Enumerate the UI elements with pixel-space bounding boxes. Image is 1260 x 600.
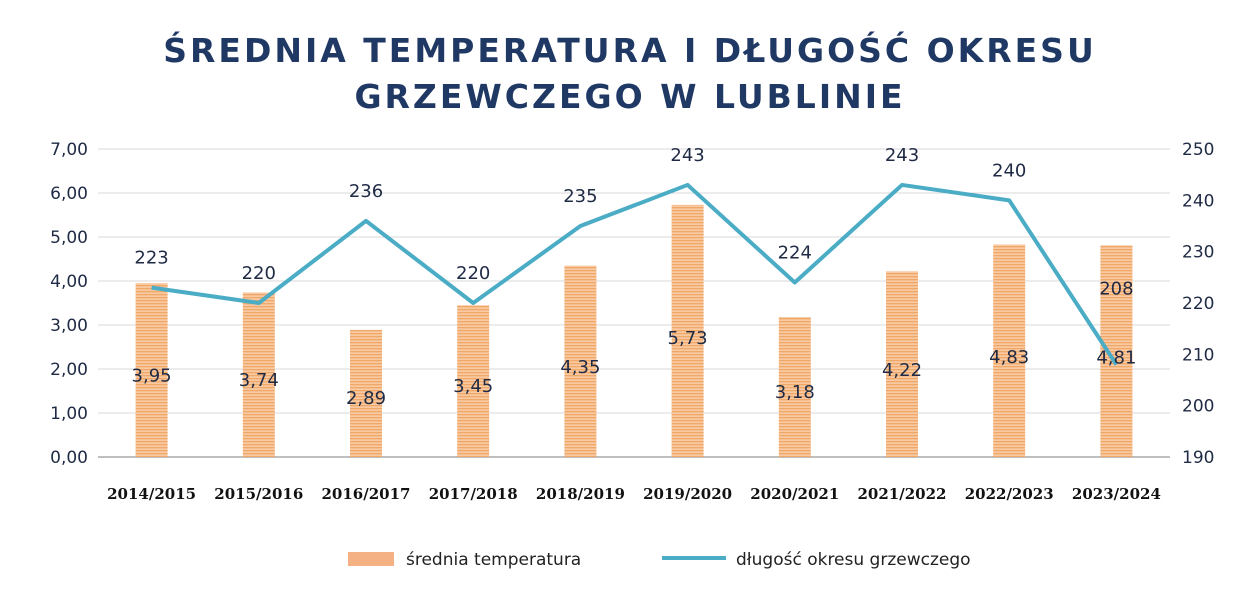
x-tick-label: 2017/2018 — [429, 485, 518, 503]
bar-temperature — [457, 305, 490, 457]
y-left-tick-label: 7,00 — [50, 140, 88, 160]
line-data-label: 240 — [992, 160, 1026, 181]
y-left-tick-label: 5,00 — [50, 228, 88, 248]
bar-data-label: 4,22 — [882, 360, 922, 381]
bar-temperature — [350, 329, 382, 457]
line-data-label: 236 — [349, 181, 383, 202]
y-right-tick-label: 220 — [1182, 294, 1214, 314]
chart-title-line-2: GRZEWCZEGO W LUBLINIE — [354, 77, 906, 116]
bar-temperature — [993, 244, 1026, 457]
y-right-tick-label: 230 — [1182, 243, 1214, 263]
x-tick-label: 2023/2024 — [1072, 485, 1161, 503]
bar-temperature — [135, 283, 168, 457]
y-left-tick-label: 1,00 — [50, 404, 88, 424]
legend-label-heating-period: długość okresu grzewczego — [736, 550, 971, 570]
x-tick-label: 2020/2021 — [750, 485, 839, 503]
line-data-label: 223 — [134, 248, 168, 269]
legend-label-temperature: średnia temperatura — [406, 550, 582, 570]
bar-data-label: 3,74 — [239, 370, 279, 391]
line-data-label: 243 — [885, 145, 919, 166]
bar-data-label: 2,89 — [346, 388, 386, 409]
x-tick-label: 2018/2019 — [536, 485, 625, 503]
y-right-tick-label: 200 — [1182, 397, 1214, 417]
legend-item-heating-period: długość okresu grzewczego — [662, 550, 971, 570]
chart-title-line-1: ŚREDNIA TEMPERATURA I DŁUGOŚĆ OKRESU — [163, 31, 1097, 70]
x-tick-label: 2021/2022 — [858, 485, 947, 503]
y-left-tick-label: 3,00 — [50, 316, 88, 336]
legend-swatch-temperature — [348, 552, 394, 566]
bar-data-label: 4,81 — [1096, 347, 1136, 368]
line-data-label: 243 — [670, 145, 704, 166]
bar-temperature — [564, 265, 597, 457]
legend-item-temperature: średnia temperatura — [348, 550, 581, 570]
line-data-label: 235 — [563, 186, 597, 207]
x-tick-label: 2016/2017 — [322, 485, 411, 503]
y-right-tick-label: 250 — [1182, 140, 1214, 160]
y-right-tick-label: 190 — [1182, 448, 1214, 468]
line-data-label: 220 — [456, 263, 490, 284]
y-right-tick-label: 210 — [1182, 345, 1214, 365]
bar-temperature — [778, 317, 811, 457]
line-heating-period — [151, 182, 1119, 366]
y-left-tick-label: 2,00 — [50, 360, 88, 380]
x-tick-label: 2019/2020 — [643, 485, 732, 503]
line-data-label: 208 — [1099, 279, 1133, 300]
bar-data-label: 3,95 — [132, 366, 172, 387]
y-right-tick-label: 240 — [1182, 191, 1214, 211]
bar-temperature — [671, 204, 704, 457]
bar-temperature — [242, 292, 275, 457]
x-tick-label: 2014/2015 — [107, 485, 196, 503]
legend-swatch-heating-period — [662, 556, 726, 560]
line-data-label: 220 — [242, 263, 276, 284]
bar-data-label: 3,45 — [453, 376, 493, 397]
bar-data-label: 4,35 — [560, 357, 600, 378]
line-data-label: 224 — [778, 242, 812, 263]
bar-data-label: 3,18 — [775, 382, 815, 403]
y-left-tick-label: 0,00 — [50, 448, 88, 468]
bar-data-label: 4,83 — [989, 347, 1029, 368]
y-left-tick-label: 4,00 — [50, 272, 88, 292]
bar-data-label: 5,73 — [668, 328, 708, 349]
chart-title: ŚREDNIA TEMPERATURA I DŁUGOŚĆ OKRESU GRZ… — [0, 28, 1260, 120]
bar-temperature — [886, 271, 918, 457]
y-left-tick-label: 6,00 — [50, 184, 88, 204]
x-tick-label: 2022/2023 — [965, 485, 1054, 503]
x-tick-label: 2015/2016 — [214, 485, 303, 503]
